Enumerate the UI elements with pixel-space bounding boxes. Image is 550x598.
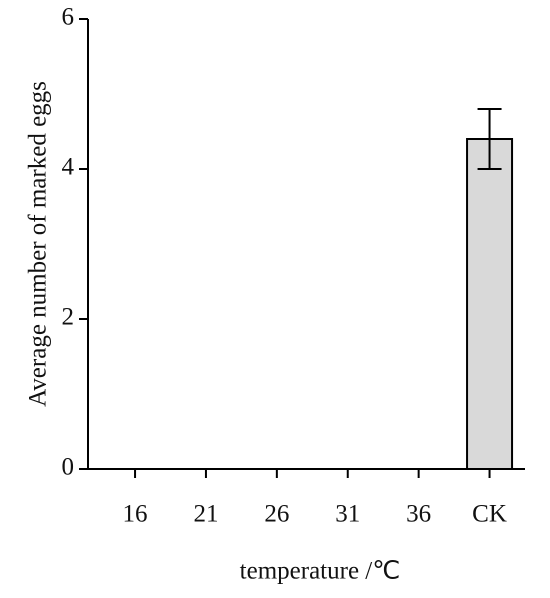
- y-tick-label: 0: [62, 454, 75, 481]
- x-axis-label: temperature /℃: [240, 558, 401, 585]
- error-bar: [477, 108, 502, 170]
- y-tick-label: 2: [62, 304, 75, 331]
- x-tick-label: 21: [193, 501, 218, 528]
- y-tick-label: 6: [62, 4, 75, 31]
- x-tick-label: 26: [264, 501, 289, 528]
- x-tick-label: 31: [335, 501, 360, 528]
- x-tick-label: 16: [123, 501, 148, 528]
- y-axis-label: Average number of marked eggs: [25, 81, 52, 407]
- x-tick-label: 36: [406, 501, 431, 528]
- bar: [466, 138, 514, 470]
- y-tick-label: 4: [62, 154, 75, 181]
- x-tick-label: CK: [472, 501, 507, 528]
